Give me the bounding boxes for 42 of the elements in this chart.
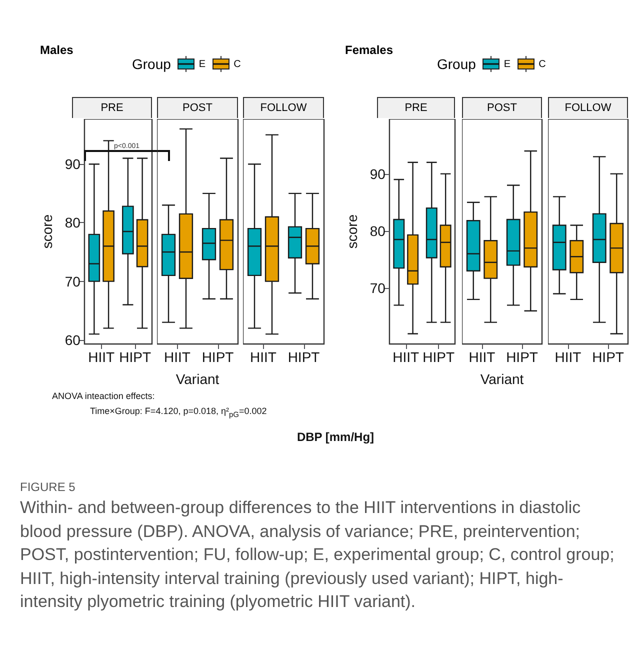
chart-subtitle: FOLLOW xyxy=(548,97,628,118)
chart-subtitle: POST xyxy=(157,97,238,118)
chart-title: Females xyxy=(345,43,394,57)
x-tick-label: HIIT xyxy=(164,349,191,365)
y-tick-label: 90 xyxy=(64,156,81,172)
x-tick-label: HIIT xyxy=(88,349,116,365)
x-tick-label: HIPT xyxy=(288,349,320,365)
y-tick-label: 90 xyxy=(370,166,386,182)
x-tick-label: HIPT xyxy=(506,349,538,365)
y-tick-label: 60 xyxy=(64,332,81,348)
chart-title: Males xyxy=(40,43,74,57)
legend-label: E xyxy=(198,58,206,70)
text: ANOVA inteaction effects: xyxy=(52,391,155,401)
y-tick-label: 80 xyxy=(64,214,81,231)
legend-label: C xyxy=(234,58,241,70)
x-tick-label: HIPT xyxy=(202,349,234,365)
y-axis-title: score xyxy=(39,214,55,249)
legend-label: C xyxy=(538,58,546,70)
legend-title: Group xyxy=(132,56,171,72)
chart-subtitle: PRE xyxy=(377,97,455,118)
y-tick-label: 80 xyxy=(370,222,386,239)
x-tick-label: HIIT xyxy=(250,349,277,365)
legend-label: E xyxy=(504,58,511,70)
caption: FIGURE 5 xyxy=(20,480,76,494)
x-tick-label: HIPT xyxy=(592,349,624,365)
x-tick-label: HIIT xyxy=(392,349,420,365)
legend-title: Group xyxy=(437,56,476,72)
chart-subtitle: FOLLOW xyxy=(243,97,324,118)
text: Time×Group: F=4.120, p=0.018, η²$_{pG}$=0.002 xyxy=(90,406,267,419)
text: DBP [mm/Hg] xyxy=(296,430,376,444)
y-tick-label: 70 xyxy=(370,280,386,296)
x-axis-title: Variant xyxy=(176,371,220,387)
y-tick-label: 70 xyxy=(64,273,81,290)
chart-subtitle: PRE xyxy=(72,97,152,118)
x-tick-label: HIPT xyxy=(422,349,456,365)
x-axis-title: Variant xyxy=(480,371,524,387)
x-tick-label: HIIT xyxy=(554,349,582,365)
x-tick-label: HIIT xyxy=(468,349,496,365)
chart-subtitle: POST xyxy=(462,97,542,118)
text: Within- and between-group differences to the HIIT interventions in diastolic blood pressure (DBP). ANOVA, analysis of variance; PRE, preintervention; POST, postintervention; FU, follow-up; E, experimental group; C, control group; HIIT, high-intensity interval training (previously used variant); HIPT, high-intensity plyometric training (plyometric HIIT variant). xyxy=(20,497,616,613)
y-axis-title: score xyxy=(344,214,360,249)
x-tick-label: HIPT xyxy=(119,349,152,365)
